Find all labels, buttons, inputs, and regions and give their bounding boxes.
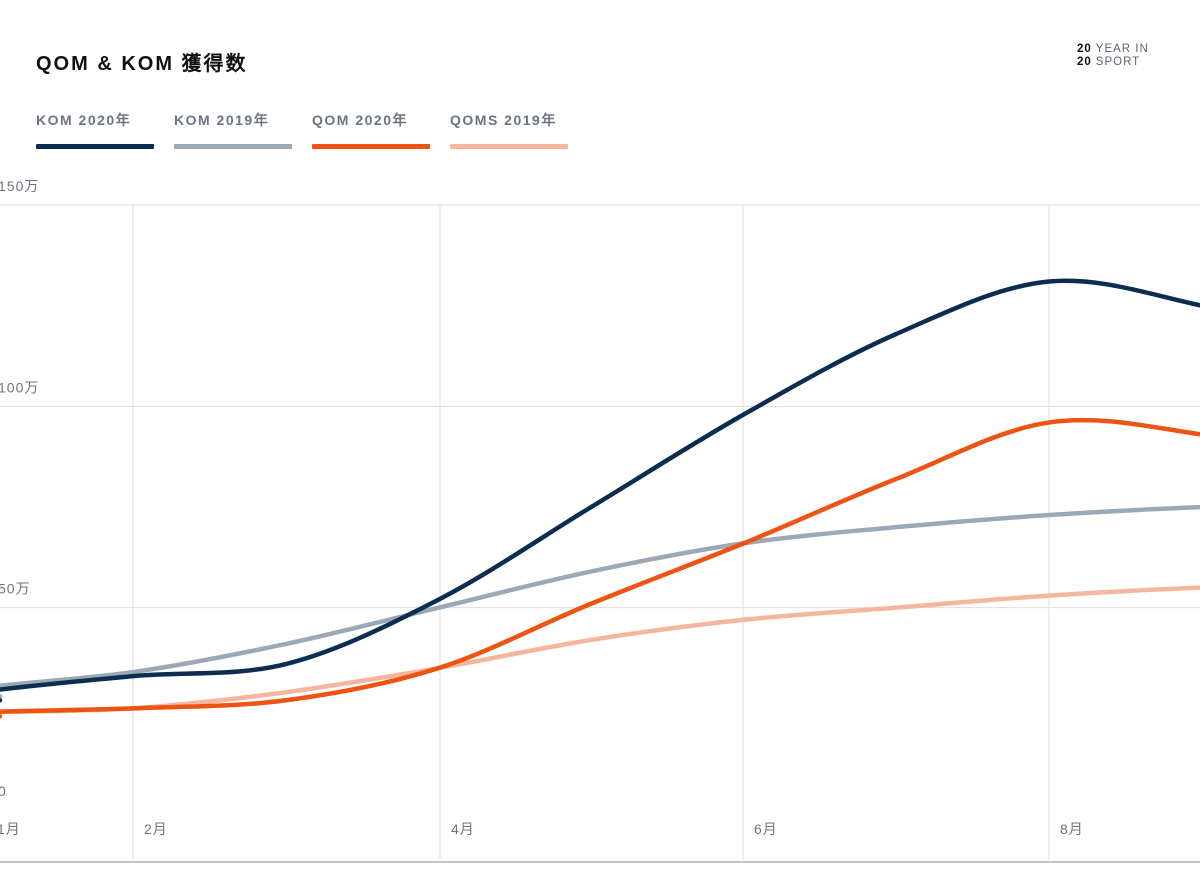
legend-item-qoms-2019: QOMS 2019年 xyxy=(450,110,588,149)
series-line-qom-2020 xyxy=(0,417,1200,719)
brand-text-2: SPORT xyxy=(1095,56,1141,68)
y-tick-label: 100万 xyxy=(0,379,39,395)
legend-item-kom-2019: KOM 2019年 xyxy=(174,110,312,149)
chart-title: QOM & KOM 獲得数 xyxy=(36,53,248,75)
year-in-sport-logo: 20 YEAR IN 20 SPORT xyxy=(1077,43,1149,69)
legend-swatch xyxy=(174,144,292,149)
legend-swatch xyxy=(312,144,430,149)
legend-item-kom-2020: KOM 2020年 xyxy=(36,110,174,149)
legend-label: QOM 2020年 xyxy=(312,112,408,128)
legend-swatch xyxy=(450,144,568,149)
brand-text-1: YEAR IN xyxy=(1095,43,1149,55)
x-tick-label: 4月 xyxy=(451,821,475,837)
brand-num-2: 20 xyxy=(1077,56,1092,68)
legend: KOM 2020年 KOM 2019年 QOM 2020年 QOMS 2019年 xyxy=(36,110,588,149)
y-tick-label: 0 xyxy=(0,783,7,799)
x-tick-label: 2月 xyxy=(144,821,168,837)
brand-num-1: 20 xyxy=(1077,43,1092,55)
legend-label: KOM 2020年 xyxy=(36,112,132,128)
y-tick-label: 50万 xyxy=(0,581,31,597)
series-line-kom-2020 xyxy=(0,278,1200,703)
legend-label: KOM 2019年 xyxy=(174,112,270,128)
x-tick-label: 1月 xyxy=(0,821,21,837)
series-line-kom-2019 xyxy=(0,504,1200,699)
series-line-qoms-2019 xyxy=(0,585,1200,715)
x-tick-label: 6月 xyxy=(754,821,778,837)
legend-label: QOMS 2019年 xyxy=(450,112,557,128)
legend-swatch xyxy=(36,144,154,149)
legend-item-qom-2020: QOM 2020年 xyxy=(312,110,450,149)
x-tick-label: 8月 xyxy=(1060,821,1084,837)
y-tick-label: 150万 xyxy=(0,178,39,194)
